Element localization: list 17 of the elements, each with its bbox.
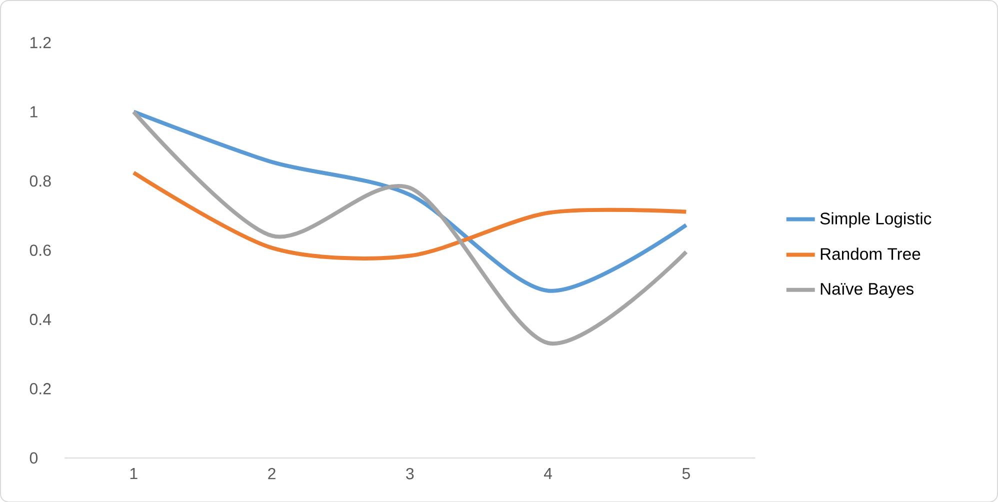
x-tick-label: 4 <box>544 468 552 479</box>
legend-label: Naïve Bayes <box>820 282 914 298</box>
x-tick-label: 1 <box>130 468 138 479</box>
y-tick-label: 0.4 <box>30 314 52 325</box>
y-tick-label: 0.6 <box>30 244 51 256</box>
y-tick-label: 0 <box>30 452 38 464</box>
x-tick-label: 5 <box>682 468 690 479</box>
x-tick-label: 2 <box>268 468 276 479</box>
line-series <box>132 110 688 345</box>
legend-label: Random Tree <box>820 247 920 260</box>
y-tick-label: 1 <box>30 106 38 118</box>
y-tick-label: 0.2 <box>30 382 51 394</box>
line-series <box>132 110 688 293</box>
x-tick-label: 3 <box>406 468 414 480</box>
legend-label: Simple Logistic <box>820 212 932 228</box>
y-tick-label: 0.8 <box>30 175 51 186</box>
y-tick-label: 1.2 <box>30 36 51 48</box>
